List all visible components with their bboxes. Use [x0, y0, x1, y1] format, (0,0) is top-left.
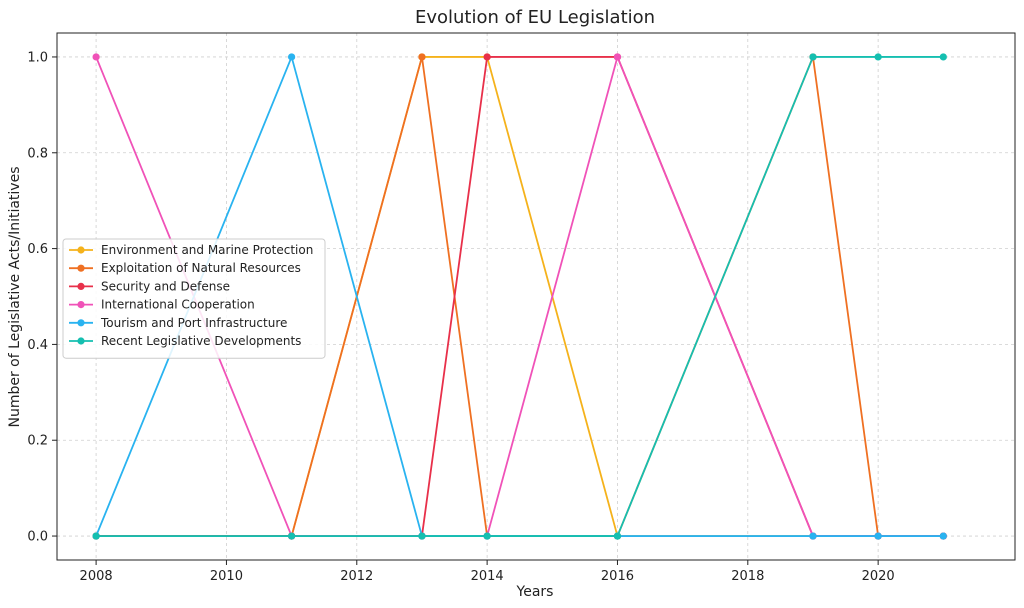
legend-swatch-marker	[77, 337, 85, 345]
chart-title: Evolution of EU Legislation	[415, 7, 655, 28]
data-point	[939, 53, 947, 61]
legend-swatch-marker	[77, 264, 85, 272]
series-layer	[92, 53, 947, 540]
x-tick-label: 2020	[862, 569, 895, 584]
series-line	[92, 53, 947, 540]
x-tick-label: 2008	[80, 569, 113, 584]
x-tick-label: 2010	[210, 569, 243, 584]
y-tick-label: 0.2	[27, 434, 48, 449]
x-tick-label: 2016	[601, 569, 634, 584]
legend-item: Environment and Marine Protection	[69, 243, 313, 257]
legend-item: Tourism and Port Infrastructure	[69, 316, 287, 330]
legend-item: International Cooperation	[69, 298, 255, 312]
series-path	[96, 56, 944, 537]
data-point	[483, 532, 491, 540]
data-point	[613, 53, 622, 61]
legend: Environment and Marine Protection Exploit…	[62, 238, 326, 359]
data-point	[288, 53, 296, 61]
legend-swatch-marker	[77, 246, 85, 254]
y-tick-label: 0.6	[27, 242, 48, 257]
legend-swatch-marker	[77, 319, 85, 327]
y-tick-label: 1.0	[27, 50, 48, 65]
data-point	[809, 532, 817, 540]
y-tick-label: 0.0	[27, 530, 48, 545]
x-tick-label: 2012	[340, 569, 373, 584]
data-point	[288, 532, 296, 540]
legend-label: Recent Legislative Developments	[101, 334, 301, 348]
legend-item: Security and Defense	[69, 279, 230, 293]
legend-label: Environment and Marine Protection	[101, 243, 313, 257]
data-point	[483, 53, 491, 61]
data-point	[874, 532, 882, 540]
data-point	[418, 53, 426, 61]
legend-box	[62, 238, 326, 359]
x-axis-title: Years	[516, 584, 554, 600]
x-tick-label: 2014	[471, 569, 504, 584]
y-axis-title: Number of Legislative Acts/Initiatives	[7, 166, 23, 427]
y-tick-label: 0.8	[27, 146, 48, 161]
legend-swatch-marker	[77, 282, 85, 290]
y-tick-label: 0.4	[27, 338, 48, 353]
x-tick-label: 2018	[731, 569, 764, 584]
plot-frame	[56, 32, 1016, 561]
data-point	[939, 532, 947, 540]
data-point	[809, 53, 817, 61]
legend-item: Recent Legislative Developments	[69, 334, 301, 348]
legend-label: Exploitation of Natural Resources	[101, 261, 301, 275]
legend-label: Security and Defense	[101, 279, 230, 293]
legend-label: Tourism and Port Infrastructure	[100, 316, 287, 330]
data-point	[92, 532, 100, 540]
axis-ticks: 2008 2010 2012 2014 2016 2018 2020 0.0 0.2 0.4 0.6…	[27, 50, 894, 584]
legend-label: International Cooperation	[101, 298, 255, 312]
data-point	[874, 53, 882, 61]
data-point	[418, 532, 426, 540]
legend-swatch-marker	[77, 301, 85, 309]
legend-item: Exploitation of Natural Resources	[69, 261, 301, 275]
data-point	[613, 532, 622, 540]
data-point	[92, 53, 100, 61]
